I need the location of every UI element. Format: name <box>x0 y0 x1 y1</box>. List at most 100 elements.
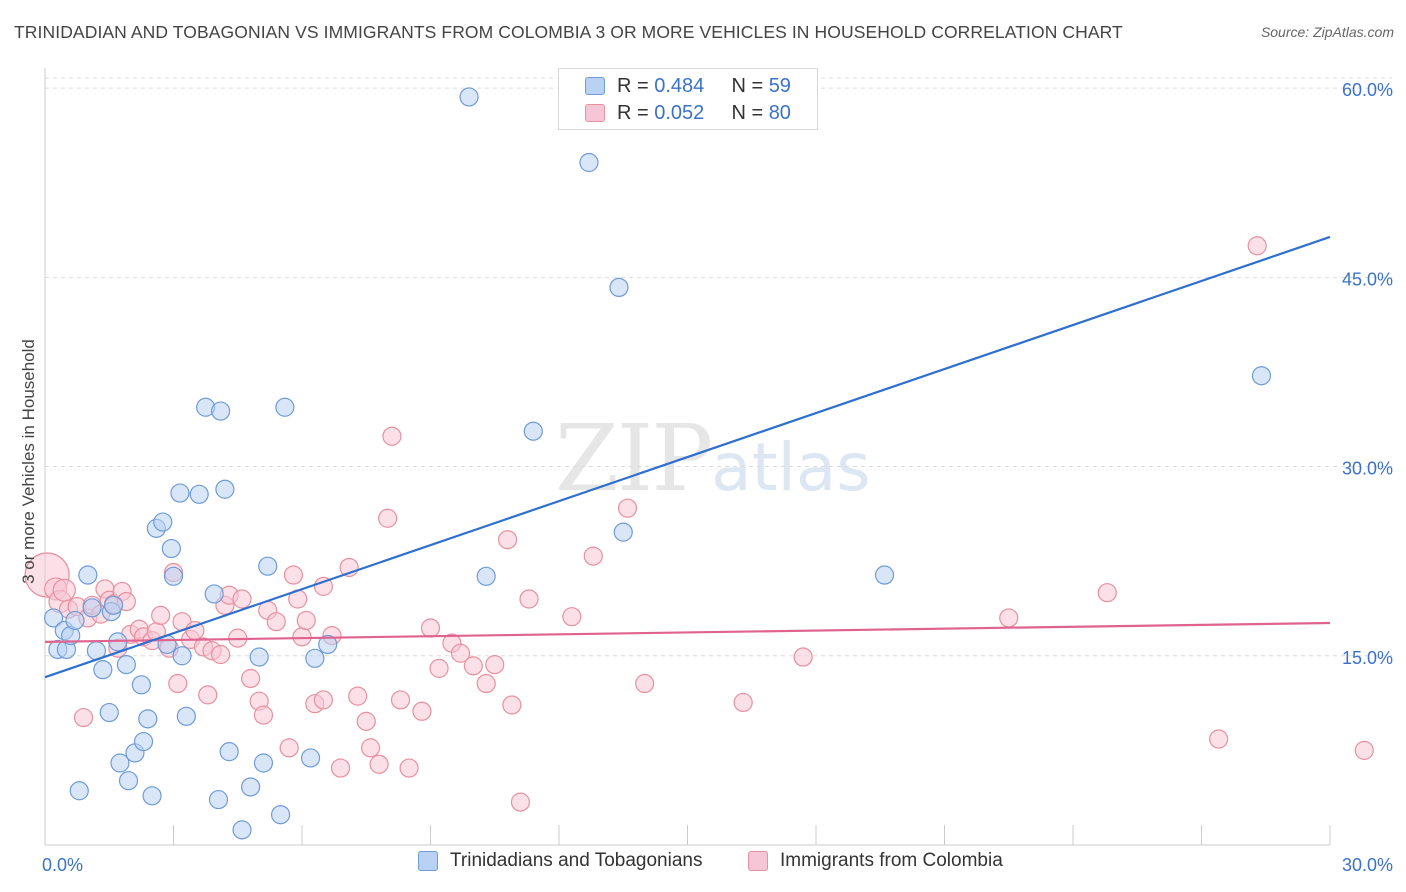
point-colombia <box>562 607 582 627</box>
series-legend-label: Immigrants from Colombia <box>780 850 1003 871</box>
point-colombia <box>296 610 316 631</box>
point-trinidadian <box>93 660 113 680</box>
point-colombia <box>253 705 274 725</box>
point-colombia <box>382 426 402 446</box>
point-trinidadian <box>219 742 239 762</box>
series-legend-item-colombia[interactable]: Immigrants from Colombia <box>748 850 1003 872</box>
point-colombia <box>168 673 188 694</box>
point-colombia <box>399 758 419 778</box>
grid-layer <box>45 77 1392 657</box>
trendline-colombia <box>44 621 1331 643</box>
series-legend-item-trinidadian[interactable]: Trinidadians and Tobagonians <box>418 850 702 872</box>
point-trinidadian <box>118 771 139 791</box>
point-trinidadian <box>78 565 98 585</box>
series-legend-swatch-pink <box>748 851 768 871</box>
point-trinidadian <box>142 786 162 806</box>
point-colombia <box>369 754 389 774</box>
point-trinidadian <box>204 584 224 604</box>
legend-text: R = 0.052 N = 80 <box>617 102 791 125</box>
point-colombia <box>450 643 471 663</box>
point-trinidadian <box>318 634 338 655</box>
point-colombia <box>502 695 522 715</box>
point-colombia <box>498 530 518 550</box>
point-colombia <box>348 686 368 706</box>
point-trinidadian <box>253 753 274 773</box>
chart-source: Source: ZipAtlas.com <box>1260 24 1394 40</box>
legend-swatch-pink <box>585 104 605 122</box>
point-colombia <box>356 711 376 731</box>
point-colombia <box>378 508 398 528</box>
point-colombia <box>1354 740 1374 760</box>
point-trinidadian <box>579 152 599 173</box>
point-trinidadian <box>275 397 295 417</box>
point-colombia <box>292 627 312 647</box>
x-tick-label: 30.0% <box>1342 855 1393 875</box>
point-colombia <box>1247 236 1267 256</box>
point-trinidadian <box>208 789 229 810</box>
point-colombia <box>617 498 638 518</box>
point-trinidadian <box>523 421 543 441</box>
legend-r-value: 0.052 <box>654 101 705 124</box>
point-colombia <box>1097 583 1117 603</box>
point-trinidadian <box>163 566 184 586</box>
point-trinidadian <box>103 595 124 615</box>
point-trinidadian <box>211 401 231 421</box>
series-legend-label: Trinidadians and Tobagonians <box>450 850 703 871</box>
point-colombia <box>313 576 334 596</box>
x-tick-label: 0.0% <box>42 855 83 875</box>
series-legend: Trinidadians and Tobagonians Immigrants … <box>0 850 1406 878</box>
point-colombia <box>485 655 505 675</box>
point-trinidadian <box>161 538 181 559</box>
chart-title: TRINIDADIAN AND TOBAGONIAN VS IMMIGRANTS… <box>14 22 1123 42</box>
point-colombia <box>463 656 483 676</box>
point-trinidadian <box>609 277 629 298</box>
point-trinidadian <box>176 706 196 726</box>
y-tick-label: 60.0% <box>1342 80 1393 100</box>
legend-r-label: R = <box>617 74 655 97</box>
point-trinidadian <box>258 556 278 576</box>
point-colombia <box>390 690 411 710</box>
axis-labels: 15.0% 30.0% 45.0% 60.0% 0.0% 30.0% 3 or more V… <box>19 80 1393 875</box>
point-trinidadian <box>69 781 89 801</box>
point-colombia <box>420 618 441 638</box>
point-colombia <box>151 605 171 626</box>
point-trinidadian <box>116 655 136 675</box>
point-colombia <box>73 707 94 728</box>
point-colombia <box>412 701 432 721</box>
point-trinidadian <box>170 483 190 503</box>
watermark-atlas: atlas <box>711 429 871 506</box>
series-trinidadian-points <box>43 87 1272 840</box>
correlation-legend: R = 0.484 N = 59 R = 0.052 N = 80 <box>558 68 818 130</box>
legend-n-label: N = <box>731 101 769 124</box>
point-colombia <box>635 673 655 694</box>
axis-layer <box>44 68 1331 846</box>
point-trinidadian <box>270 805 291 825</box>
legend-r-value: 0.484 <box>654 74 705 97</box>
point-trinidadian <box>43 608 64 628</box>
y-tick-label: 30.0% <box>1342 459 1393 479</box>
y-tick-label: 45.0% <box>1342 269 1393 289</box>
point-colombia <box>733 692 753 713</box>
legend-r-label: R = <box>617 101 655 124</box>
point-trinidadian <box>82 598 102 618</box>
legend-swatch-blue <box>585 77 605 95</box>
legend-n-value: 59 <box>768 74 791 97</box>
point-colombia <box>793 647 813 667</box>
point-trinidadian <box>613 522 633 542</box>
legend-n-label: N = <box>731 74 769 97</box>
point-trinidadian <box>131 675 151 695</box>
point-trinidadian <box>874 565 895 585</box>
point-trinidadian <box>459 87 479 107</box>
legend-text: R = 0.484 N = 59 <box>617 75 791 98</box>
point-colombia <box>1209 729 1229 749</box>
point-colombia <box>279 738 299 758</box>
point-trinidadian <box>241 777 261 797</box>
point-colombia <box>283 565 304 585</box>
point-colombia <box>241 668 261 689</box>
point-trinidadian <box>133 731 154 752</box>
point-trinidadian <box>215 479 235 499</box>
point-trinidadian <box>138 709 158 729</box>
point-trinidadian <box>305 648 325 668</box>
point-colombia <box>313 690 334 710</box>
